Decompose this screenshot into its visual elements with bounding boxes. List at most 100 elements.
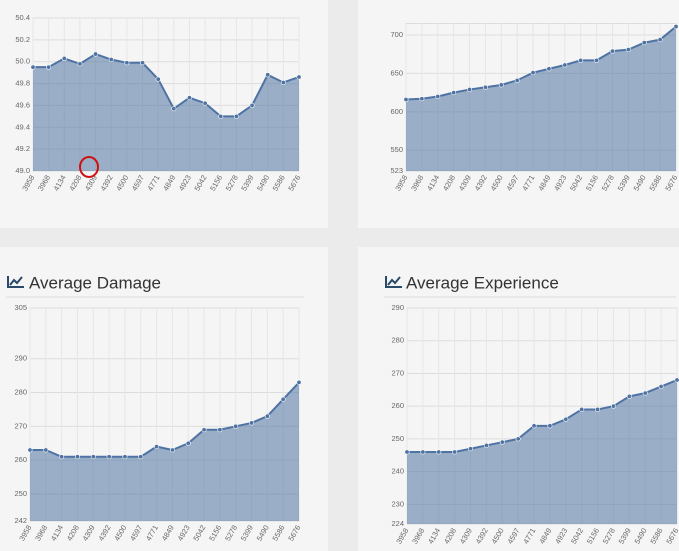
point <box>155 76 161 82</box>
y-tick-label: 280 <box>391 336 404 345</box>
point <box>233 423 239 429</box>
point <box>546 66 552 72</box>
point <box>186 95 192 101</box>
point <box>280 396 286 402</box>
area <box>407 380 677 524</box>
point <box>609 48 615 54</box>
point <box>169 447 175 453</box>
y-tick-label: 224 <box>391 519 404 528</box>
point <box>530 70 536 76</box>
point <box>140 60 146 66</box>
point <box>673 24 679 30</box>
point <box>249 420 255 426</box>
point <box>154 444 160 450</box>
point <box>296 379 302 385</box>
point <box>531 423 537 429</box>
point <box>499 439 505 445</box>
point <box>90 454 96 460</box>
point <box>483 442 489 448</box>
y-tick-label: 49.4 <box>15 122 30 131</box>
y-tick-label: 290 <box>14 354 27 363</box>
point <box>218 113 224 119</box>
y-tick-label: 290 <box>391 303 404 312</box>
y-tick-label: 600 <box>390 107 403 116</box>
point <box>296 74 302 80</box>
y-tick-label: 550 <box>390 145 403 154</box>
point <box>498 82 504 88</box>
point <box>185 440 191 446</box>
point <box>46 64 52 70</box>
y-tick-label: 250 <box>391 434 404 443</box>
point <box>201 427 207 433</box>
point <box>451 90 457 96</box>
point <box>436 449 442 455</box>
y-tick-label: 250 <box>14 489 27 498</box>
point <box>403 97 409 103</box>
y-tick-label: 242 <box>14 516 27 525</box>
y-tick-label: 270 <box>391 368 404 377</box>
y-tick-label: 50.0 <box>15 57 30 66</box>
point <box>280 79 286 85</box>
line <box>405 25 677 101</box>
y-tick-label: 240 <box>391 467 404 476</box>
area <box>406 26 676 171</box>
point <box>77 61 83 67</box>
point <box>562 62 568 68</box>
point <box>217 427 223 433</box>
point <box>404 449 410 455</box>
point <box>124 60 130 66</box>
point <box>30 64 36 70</box>
point <box>547 423 553 429</box>
point <box>625 47 631 53</box>
point <box>249 102 255 108</box>
point <box>563 416 569 422</box>
point <box>138 454 144 460</box>
point <box>452 449 458 455</box>
point <box>420 449 426 455</box>
point <box>657 37 663 43</box>
y-tick-label: 230 <box>391 499 404 508</box>
point <box>435 93 441 99</box>
point <box>482 84 488 90</box>
y-tick-label: 49.8 <box>15 79 30 88</box>
y-tick-label: 700 <box>390 30 403 39</box>
y-tick-label: 523 <box>390 166 403 175</box>
point <box>674 377 679 383</box>
y-tick-label: 49.2 <box>15 144 30 153</box>
point <box>468 446 474 452</box>
point <box>514 77 520 83</box>
point <box>93 51 99 57</box>
y-tick-label: 650 <box>390 68 403 77</box>
point <box>122 454 128 460</box>
point <box>594 57 600 63</box>
point <box>467 87 473 93</box>
chart-icon <box>385 276 402 288</box>
y-tick-label: 50.2 <box>15 35 30 44</box>
point <box>578 57 584 63</box>
chart-title: Average Damage <box>29 273 161 292</box>
y-tick-label: 305 <box>14 303 27 312</box>
point <box>626 393 632 399</box>
y-tick-label: 260 <box>14 455 27 464</box>
y-tick-label: 49.6 <box>15 100 30 109</box>
point <box>419 96 425 102</box>
point <box>265 72 271 78</box>
y-tick-label: 280 <box>14 388 27 397</box>
point <box>202 100 208 106</box>
area <box>30 382 299 521</box>
point <box>233 113 239 119</box>
point <box>27 447 33 453</box>
point <box>43 447 49 453</box>
point <box>642 390 648 396</box>
point <box>171 106 177 112</box>
point <box>579 406 585 412</box>
point <box>108 57 114 63</box>
point <box>610 403 616 409</box>
point <box>264 413 270 419</box>
point <box>59 454 65 460</box>
chart-icon <box>7 276 24 288</box>
point <box>641 40 647 46</box>
